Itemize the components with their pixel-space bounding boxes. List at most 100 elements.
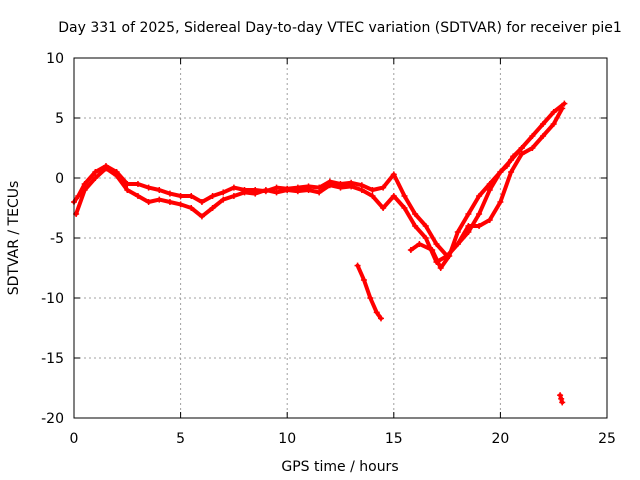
data-point (316, 189, 323, 196)
data-point (326, 182, 333, 189)
data-point (230, 193, 237, 199)
data-point (166, 199, 173, 205)
data-point (407, 247, 414, 253)
data-point (92, 175, 99, 181)
data-point (273, 189, 280, 196)
x-axis-label: GPS time / hours (281, 459, 398, 475)
data-point (529, 145, 536, 151)
data-point (156, 196, 163, 203)
data-point (75, 193, 82, 199)
data-point (510, 153, 517, 160)
data-point (446, 253, 453, 259)
data-point (557, 392, 564, 399)
data-point (134, 193, 141, 199)
data-point (166, 190, 173, 197)
data-point (209, 193, 216, 199)
data-point (437, 265, 444, 271)
data-point (81, 181, 88, 187)
data-point (358, 187, 365, 193)
y-tick-label: 10 (46, 51, 64, 67)
axis-ticks: 0 5 10 15 20 25 -20 -15 -10 -5 0 5 10 (41, 51, 616, 447)
x-tick-label: 0 (70, 431, 79, 447)
data-point (390, 193, 397, 199)
data-point (518, 145, 525, 151)
data-point (348, 183, 355, 190)
y-tick-label: -5 (50, 231, 64, 247)
data-point (380, 205, 387, 211)
data-point (177, 201, 184, 208)
data-point (378, 315, 385, 322)
data-point (454, 241, 461, 247)
data-point (422, 223, 429, 229)
data-point (198, 199, 205, 205)
grid (74, 58, 607, 418)
y-tick-label: 0 (55, 171, 64, 187)
data-point (156, 187, 163, 193)
data-point (373, 309, 380, 316)
data-point (416, 241, 423, 247)
x-tick-label: 20 (491, 431, 509, 447)
data-point (454, 229, 461, 235)
data-point (284, 187, 291, 193)
data-point (422, 235, 429, 241)
data-point (429, 247, 436, 253)
data-point (497, 199, 504, 205)
data-point (134, 181, 141, 187)
data-point (380, 184, 387, 191)
data-point (305, 187, 312, 193)
data-point (188, 205, 195, 211)
data-point (354, 262, 361, 269)
data-point (262, 187, 269, 193)
data-point (209, 205, 216, 211)
data-point (252, 190, 259, 197)
data-point (559, 399, 566, 406)
data-point (124, 187, 131, 193)
y-tick-label: -10 (41, 291, 64, 307)
data-point (360, 277, 367, 283)
data-point (401, 205, 408, 211)
data-point (390, 171, 397, 178)
data-point (550, 109, 557, 115)
data-point (476, 211, 483, 217)
data-point (198, 213, 205, 220)
data-point (220, 196, 227, 203)
data-point (550, 121, 557, 127)
y-axis-label: SDTVAR / TECUs (6, 181, 22, 296)
data-point (102, 165, 109, 172)
data-point (337, 184, 344, 191)
data-point (145, 184, 152, 191)
data-point (476, 193, 483, 199)
data-point (476, 223, 483, 229)
plot-area (71, 100, 568, 406)
data-point (465, 211, 472, 217)
data-point (367, 295, 374, 301)
data-point (92, 169, 99, 175)
data-point (486, 187, 493, 193)
data-point (497, 169, 504, 175)
data-point (220, 189, 227, 196)
data-point (294, 188, 301, 195)
data-point (81, 187, 88, 193)
y-tick-label: -20 (41, 411, 64, 427)
data-point (503, 163, 510, 169)
x-tick-label: 10 (278, 431, 296, 447)
data-point (540, 133, 547, 139)
data-point (540, 121, 547, 127)
data-point (113, 172, 120, 179)
data-point (529, 133, 536, 139)
y-tick-label: 5 (55, 111, 64, 127)
data-point (369, 187, 376, 193)
data-point (433, 241, 440, 247)
data-point (518, 151, 525, 157)
data-point (561, 100, 568, 107)
data-point (412, 223, 419, 229)
data-point (486, 181, 493, 187)
chart-title: Day 331 of 2025, Sidereal Day-to-day VTE… (58, 20, 622, 36)
data-point (145, 199, 152, 205)
x-tick-label: 25 (598, 431, 616, 447)
data-point (412, 211, 419, 217)
data-point (177, 193, 184, 199)
x-tick-label: 5 (176, 431, 185, 447)
data-point (401, 193, 408, 199)
